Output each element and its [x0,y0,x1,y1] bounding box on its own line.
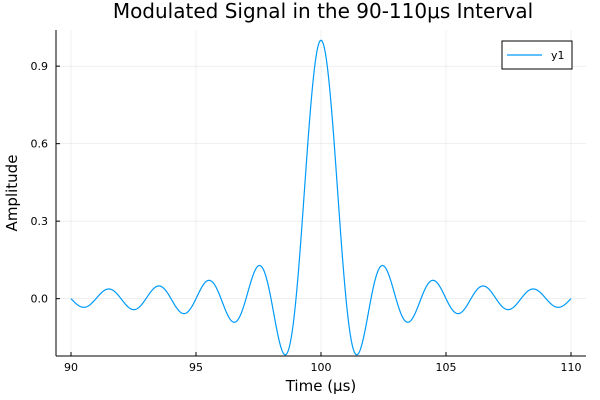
y-tick-label: 0.0 [31,293,49,306]
legend: y1 [501,40,573,70]
y-tick-label: 0.6 [31,138,49,151]
x-tick-label: 95 [189,361,203,374]
x-tick-label: 90 [64,361,78,374]
chart-title: Modulated Signal in the 90-110μs Interva… [113,0,533,23]
y-ticks: 0.0 0.3 0.6 0.9 [31,60,60,306]
y-axis-label: Amplitude [3,155,21,232]
y-tick-label: 0.3 [31,215,49,228]
legend-label: y1 [551,49,565,62]
x-axis-label: Time (μs) [285,377,357,395]
x-tick-label: 100 [311,361,332,374]
x-tick-label: 105 [436,361,457,374]
y-tick-label: 0.9 [31,60,49,73]
series-group [70,39,572,356]
grid [56,30,586,356]
series-y1-line [70,39,572,356]
x-tick-label: 110 [561,361,582,374]
x-ticks: 90 95 100 105 110 [64,352,582,374]
